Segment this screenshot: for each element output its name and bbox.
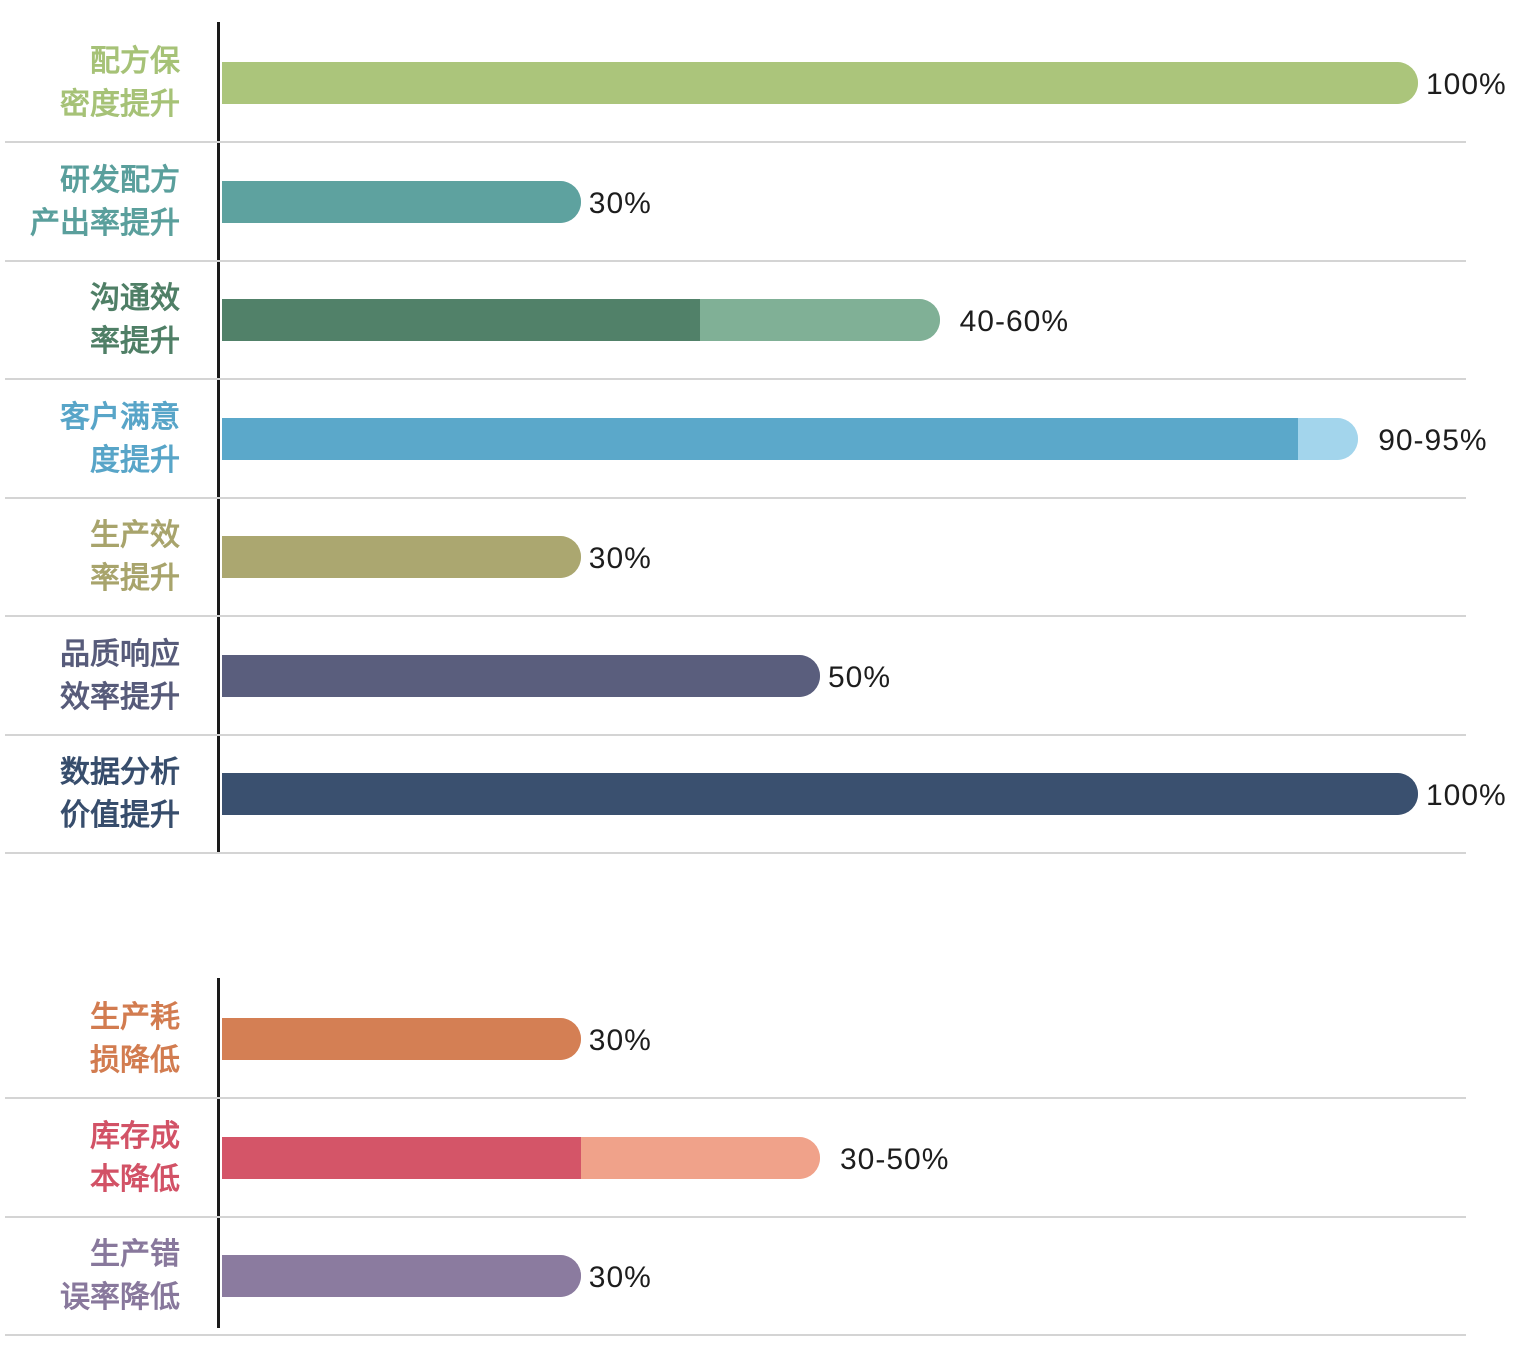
- category-label-line: 库存成: [90, 1118, 180, 1154]
- bar: [222, 536, 581, 578]
- category-label-line: 生产效: [90, 518, 180, 553]
- category-label-line: 客户满意: [60, 399, 180, 435]
- bar: [222, 654, 820, 697]
- category-label: 库存成 本降低: [90, 1099, 180, 1217]
- category-label-line: 效率提升: [60, 679, 180, 715]
- value-label: 40-60%: [959, 305, 1069, 338]
- y-axis-line: [217, 978, 220, 1328]
- bar-segment-low: [222, 1018, 581, 1060]
- value-label: 30%: [588, 1024, 652, 1057]
- bar: [222, 1136, 820, 1179]
- row-divider: [5, 733, 1466, 736]
- bar-row: 配方保密度提升 100%: [0, 24, 1526, 143]
- category-label: 客户满意度提升: [60, 380, 180, 498]
- bar-segment-low: [222, 773, 1418, 815]
- bar-segment-low: [222, 1255, 581, 1297]
- category-label-line: 本降低: [90, 1161, 180, 1197]
- bar-segment-low: [222, 299, 701, 341]
- category-label-line: 价值提升: [60, 798, 180, 833]
- value-label: 30%: [588, 1261, 652, 1294]
- bar: [222, 299, 940, 341]
- category-label: 生产耗 损降低: [90, 980, 180, 1098]
- bar: [222, 62, 1418, 104]
- category-label-line: 密度提升: [60, 87, 180, 122]
- bar-row: 生产耗损降低 30%: [0, 980, 1526, 1099]
- row-divider: [5, 141, 1466, 143]
- bar: [222, 773, 1418, 815]
- category-label-line: 研发配方: [60, 162, 180, 198]
- category-label-line: 率提升: [90, 561, 180, 596]
- bar-segment-range: [700, 299, 940, 341]
- bar: [222, 180, 581, 223]
- bar-segment-range: [1298, 417, 1359, 460]
- bar-row: 客户满意度提升 90-95%: [0, 380, 1526, 499]
- category-label-line: 损降低: [90, 1043, 180, 1078]
- category-label: 配方保密度提升: [60, 24, 180, 142]
- bar-row: 生产效率提升 30%: [0, 498, 1526, 617]
- bar-segment-low: [222, 180, 581, 223]
- category-label-line: 误率降低: [60, 1280, 180, 1315]
- row-divider: [5, 1097, 1466, 1099]
- row-divider: [5, 496, 1466, 499]
- value-label: 30-50%: [840, 1142, 950, 1176]
- value-label: 90-95%: [1378, 423, 1488, 457]
- bar-row: 数据分析价值提升 100%: [0, 735, 1526, 854]
- bar: [222, 1018, 581, 1060]
- value-label: 100%: [1426, 68, 1507, 101]
- bar-segment-low: [222, 62, 1418, 104]
- bar: [222, 417, 1359, 460]
- category-label-line: 生产耗: [90, 1000, 180, 1035]
- category-label-line: 率提升: [90, 324, 180, 359]
- category-label-line: 度提升: [90, 442, 180, 478]
- category-label: 生产效 率提升: [90, 498, 180, 616]
- category-label-line: 产出率提升: [30, 205, 180, 241]
- bar-segment-low: [222, 417, 1299, 460]
- row-divider: [5, 259, 1466, 262]
- row-divider: [5, 1215, 1466, 1218]
- y-axis-line: [217, 22, 220, 852]
- value-label: 100%: [1426, 779, 1507, 812]
- bar-row: 品质响应效率提升 50%: [0, 617, 1526, 736]
- value-label: 50%: [828, 660, 892, 694]
- row-divider: [5, 378, 1466, 380]
- category-label: 沟通效 率提升: [90, 261, 180, 379]
- category-label-line: 配方保: [90, 44, 180, 79]
- category-label-line: 生产错: [90, 1237, 180, 1272]
- bar-row: 库存成本降低 30-50%: [0, 1099, 1526, 1218]
- bar-segment-range: [580, 1136, 820, 1179]
- bar-row: 沟通效率提升 40-60%: [0, 261, 1526, 380]
- value-label: 30%: [588, 542, 652, 575]
- category-label-line: 沟通效: [90, 281, 180, 316]
- category-label: 生产错误率降低: [60, 1217, 180, 1335]
- category-label-line: 品质响应: [60, 636, 180, 672]
- row-divider: [5, 615, 1466, 617]
- bar: [222, 1255, 581, 1297]
- bar-segment-low: [222, 536, 581, 578]
- bar-segment-low: [222, 1136, 581, 1179]
- row-divider: [5, 852, 1466, 854]
- bar-row: 研发配方产出率提升 30%: [0, 143, 1526, 262]
- category-label: 数据分析 价值提升: [60, 735, 180, 853]
- row-divider: [5, 1334, 1466, 1336]
- value-label: 30%: [588, 186, 652, 220]
- bar-row: 生产错误率降低 30%: [0, 1217, 1526, 1336]
- category-label: 品质响应 效率提升: [60, 617, 180, 735]
- category-label-line: 数据分析: [60, 755, 180, 790]
- category-label: 研发配方产出率提升: [30, 143, 180, 261]
- bar-segment-low: [222, 654, 820, 697]
